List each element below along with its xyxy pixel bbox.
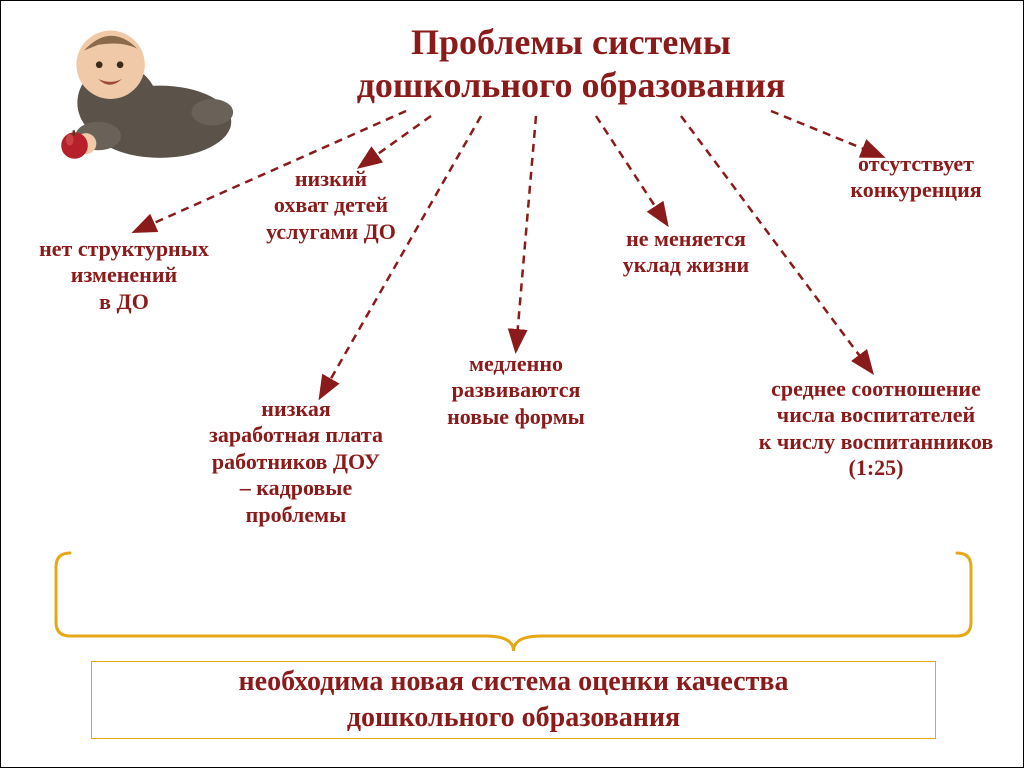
title-line1: Проблемы системы [411, 22, 731, 62]
diagram-title: Проблемы системы дошкольного образования [251, 21, 891, 107]
title-line2: дошкольного образования [357, 65, 786, 105]
node-n4: медленноразвиваютсяновые формы [416, 351, 616, 430]
node-n7: отсутствуетконкуренция [816, 151, 1016, 204]
node-n3: низкаязаработная платаработников ДОУ– ка… [176, 396, 416, 528]
baby-image [46, 11, 236, 166]
conclusion-text: необходима новая система оценки качества… [239, 664, 789, 737]
node-n5: не меняетсяуклад жизни [586, 226, 786, 279]
node-n6: среднее соотношениечисла воспитателейк ч… [736, 376, 1016, 482]
node-n2: низкийохват детейуслугами ДО [231, 166, 431, 245]
node-n1: нет структурныхизмененийв ДО [9, 236, 239, 315]
conclusion-box: необходима новая система оценки качества… [91, 661, 936, 739]
